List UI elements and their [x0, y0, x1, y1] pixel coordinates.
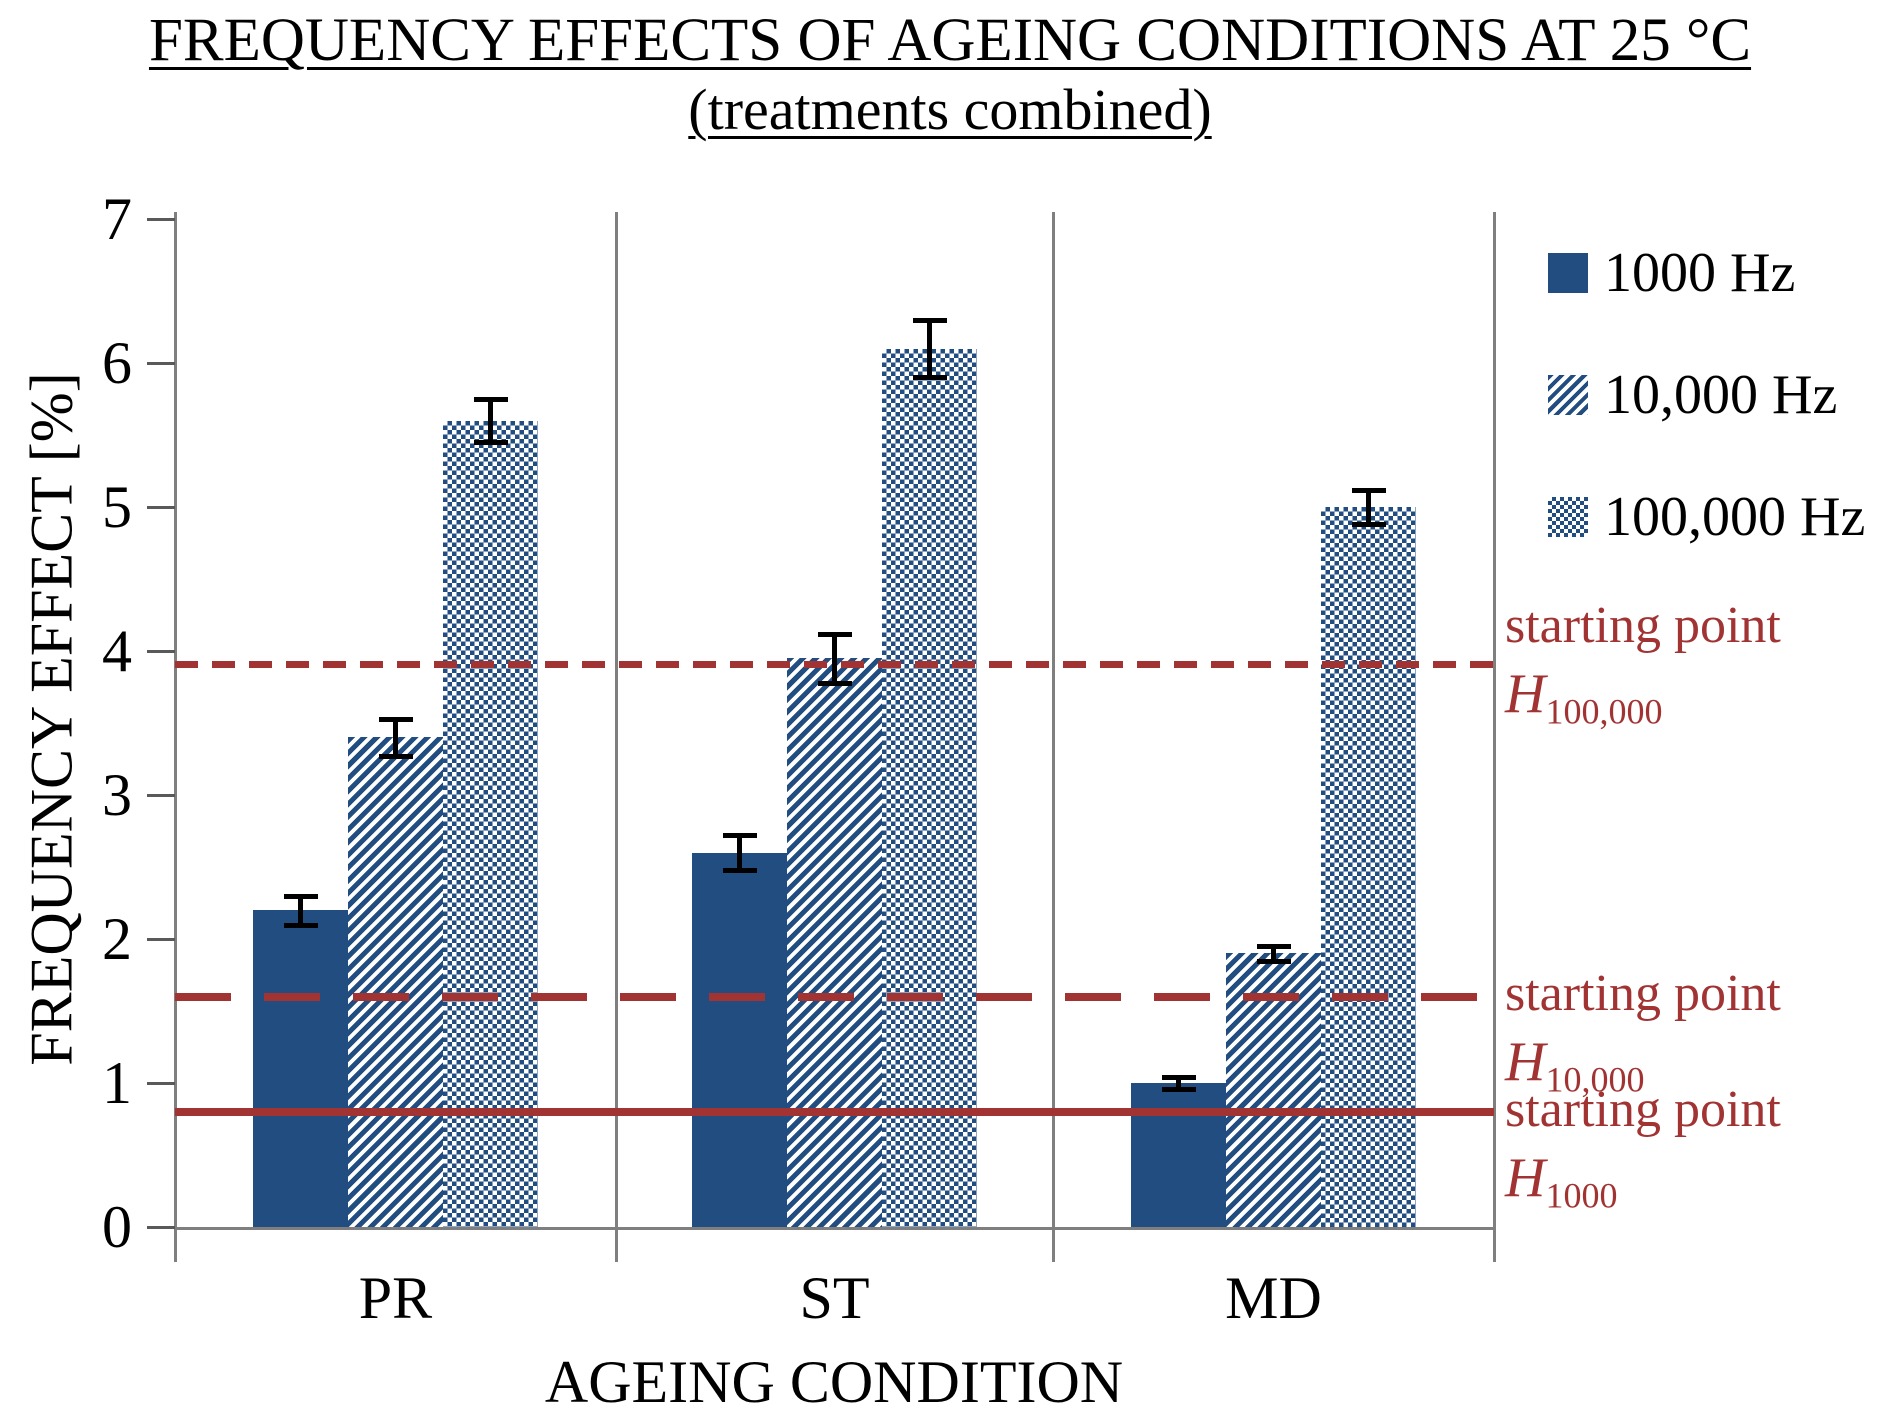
error-bar-cap-top	[1256, 944, 1291, 950]
error-bar-stem	[1271, 946, 1276, 961]
error-bar-cap-top	[283, 893, 318, 899]
chart-title-block: FREQUENCY EFFECTS OF AGEING CONDITIONS A…	[60, 8, 1840, 142]
error-bar-stem	[927, 319, 932, 378]
x-axis-title: AGEING CONDITION	[544, 1349, 1124, 1415]
error-bar-cap-bottom	[722, 867, 757, 873]
error-bar-cap-bottom	[378, 754, 413, 760]
error-bar-cap-bottom	[1256, 958, 1291, 964]
y-axis-tick	[147, 1082, 175, 1085]
category-separator-line	[1052, 212, 1055, 1262]
error-bar-cap-top	[1161, 1075, 1196, 1081]
h-subscript: 10,000	[1545, 1059, 1645, 1100]
annotation-h-1000: H1000	[1505, 1150, 1617, 1223]
legend-swatch-diagonal-stripes	[1548, 375, 1588, 415]
category-separator-line	[615, 212, 618, 1262]
legend-label: 1000 Hz	[1604, 242, 1796, 304]
y-axis-line	[174, 212, 177, 1262]
annotation-h-10000: H10,000	[1505, 1034, 1644, 1107]
bar-md-100000hz	[1321, 507, 1416, 1227]
y-axis-tick	[147, 650, 175, 653]
y-tick-label: 7	[102, 186, 132, 252]
y-axis-tick	[147, 218, 175, 221]
error-bar-stem	[737, 835, 742, 870]
legend-label: 100,000 Hz	[1604, 486, 1866, 548]
error-bar-stem	[1366, 489, 1371, 525]
legend-item-10000hz: 10,000 Hz	[1548, 367, 1837, 423]
bar-pr-10000hz	[348, 737, 443, 1227]
error-bar-stem	[393, 718, 398, 757]
error-bar-cap-bottom	[817, 680, 852, 686]
error-bar-cap-top	[473, 397, 508, 402]
reference-line-h10000	[175, 992, 1494, 1001]
error-bar-cap-bottom	[912, 375, 947, 381]
bar-st-100000hz	[882, 348, 977, 1227]
bar-pr-1000hz	[253, 910, 348, 1227]
legend-swatch-solid	[1548, 253, 1588, 293]
h-subscript: 100,000	[1545, 691, 1663, 732]
annotation-starting-point-100000: starting point	[1505, 597, 1781, 654]
error-bar-stem	[1176, 1077, 1181, 1089]
error-bar-cap-top	[912, 317, 947, 323]
error-bar-stem	[298, 895, 303, 925]
legend-label: 10,000 Hz	[1604, 364, 1838, 426]
y-tick-label: 4	[102, 618, 132, 684]
error-bar-stem	[832, 633, 837, 683]
y-axis-tick	[147, 794, 175, 797]
x-axis-line	[174, 1227, 1495, 1230]
bar-pr-100000hz	[443, 420, 538, 1227]
h-symbol: H	[1505, 1031, 1546, 1093]
bar-st-10000hz	[787, 658, 882, 1227]
error-bar-cap-bottom	[473, 440, 508, 446]
h-subscript: 1000	[1545, 1175, 1618, 1216]
bar-md-1000hz	[1131, 1083, 1226, 1227]
annotation-h-100000: H100,000	[1505, 666, 1662, 739]
h-symbol: H	[1505, 1147, 1546, 1209]
bar-st-1000hz	[692, 852, 787, 1227]
y-tick-label: 2	[102, 906, 132, 972]
y-tick-label: 6	[102, 330, 132, 396]
y-tick-label: 3	[102, 762, 132, 828]
error-bar-stem	[488, 399, 493, 443]
annotation-starting-point-10000: starting point	[1505, 965, 1781, 1022]
legend-item-1000hz: 1000 Hz	[1548, 245, 1795, 301]
x-category-label-md: MD	[1225, 1265, 1322, 1331]
x-category-label-st: ST	[799, 1265, 870, 1331]
annotation-starting-point-1000: starting point	[1505, 1081, 1781, 1138]
error-bar-cap-top	[1351, 487, 1386, 493]
chart-title: FREQUENCY EFFECTS OF AGEING CONDITIONS A…	[148, 7, 1752, 74]
y-axis-tick	[147, 1226, 175, 1229]
error-bar-cap-bottom	[1351, 522, 1386, 528]
legend-swatch-checker-dots	[1548, 497, 1588, 537]
legend-item-100000hz: 100,000 Hz	[1548, 489, 1865, 545]
y-tick-label: 1	[102, 1050, 132, 1116]
error-bar-cap-top	[722, 833, 757, 839]
h-symbol: H	[1505, 663, 1546, 725]
chart-subtitle: (treatments combined)	[688, 77, 1212, 142]
y-axis-tick	[147, 938, 175, 941]
error-bar-cap-bottom	[1161, 1086, 1196, 1092]
error-bar-cap-bottom	[283, 922, 318, 928]
y-tick-label: 0	[102, 1194, 132, 1260]
plot-right-border	[1493, 212, 1496, 1262]
y-axis-tick	[147, 362, 175, 365]
error-bar-cap-top	[817, 631, 852, 637]
y-axis-tick	[147, 506, 175, 509]
x-category-label-pr: PR	[358, 1265, 433, 1331]
error-bar-cap-top	[378, 716, 413, 722]
y-tick-label: 5	[102, 474, 132, 540]
reference-line-h1000	[175, 1107, 1494, 1116]
